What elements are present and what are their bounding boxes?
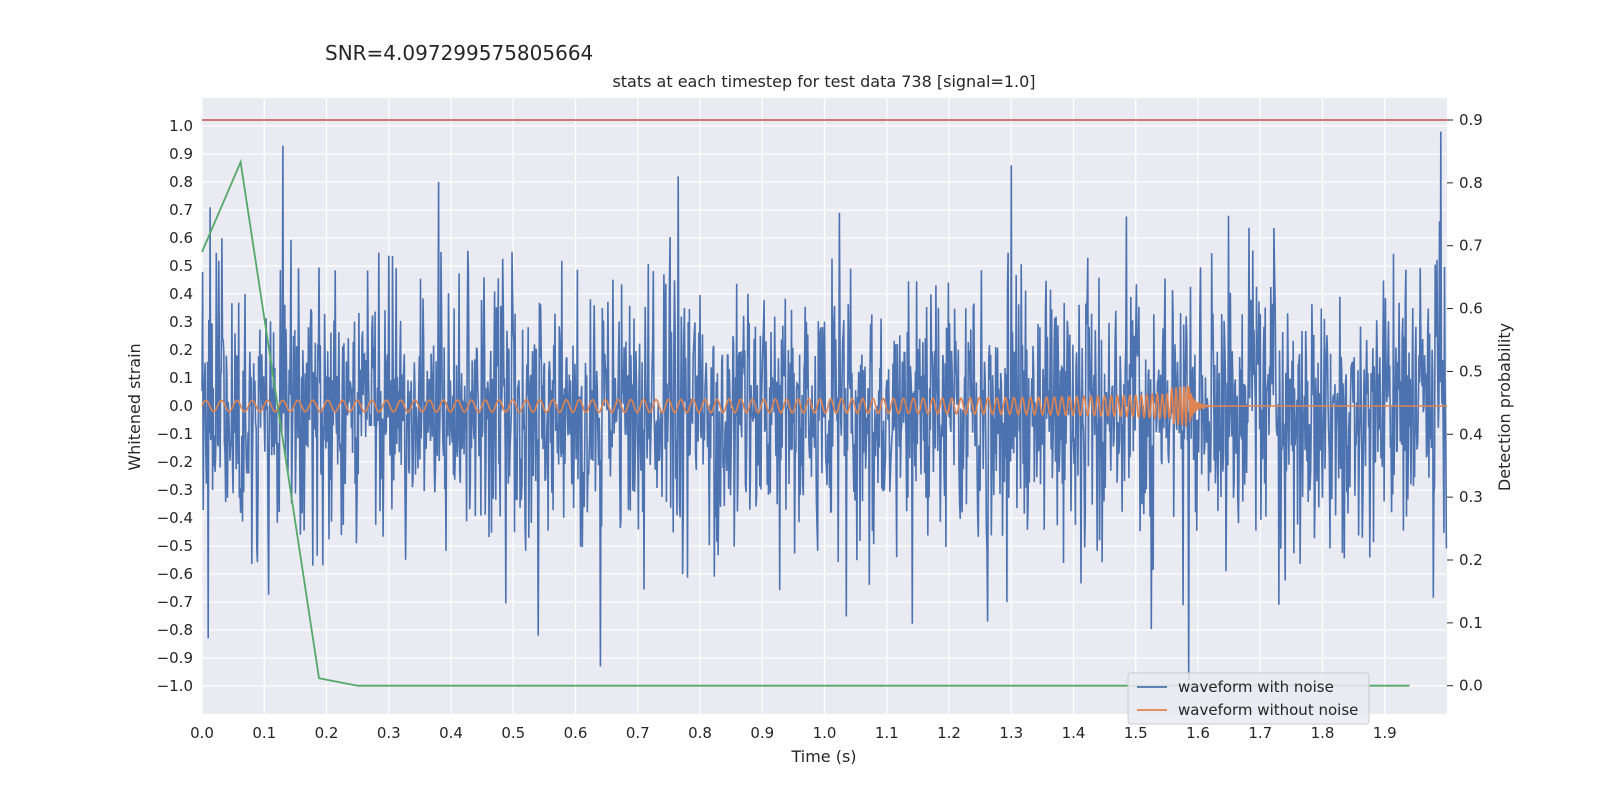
y-tick-label: −1.0 [157,677,193,695]
y-tick-label: −0.7 [157,593,193,611]
x-tick-label: 1.0 [813,724,837,742]
series-waveform-without-noise [201,385,1447,427]
x-tick-label: 0.2 [315,724,339,742]
x-tick-label: 0.1 [252,724,276,742]
y-tick-label: 0.7 [169,201,193,219]
y2-tick-label: 0.3 [1459,488,1483,506]
y-tick-label: 0.0 [169,397,193,415]
y-tick-label: 0.9 [169,145,193,163]
y2-axis-label: Detection probability [1495,323,1514,491]
x-tick-label: 0.5 [501,724,525,742]
x-axis-label: Time (s) [790,747,856,766]
y-tick-label: 0.6 [169,229,193,247]
x-tick-label: 1.5 [1124,724,1148,742]
series-detection-probability [201,158,1410,687]
y-tick-label: −0.5 [157,537,193,555]
x-tick-label: 0.0 [190,724,214,742]
y-tick-label: 0.4 [169,285,193,303]
y-tick-label: −0.2 [157,453,193,471]
x-tick-label: 1.4 [1062,724,1086,742]
legend-box [1127,672,1370,725]
snr-suptitle: SNR=4.097299575805664 [325,41,594,65]
y-tick-label: −0.1 [157,425,193,443]
x-tick-label: 0.9 [750,724,774,742]
x-tick-label: 1.3 [999,724,1023,742]
legend-label-noise: waveform with noise [1178,678,1334,696]
x-tick-label: 0.3 [377,724,401,742]
y-tick-label: 0.1 [169,369,193,387]
y-tick-label: 0.5 [169,257,193,275]
series-waveform-with-noise [201,131,1448,681]
y-tick-label: 0.2 [169,341,193,359]
y2-tick-label: 0.7 [1459,237,1483,255]
y2-tick-label: 0.6 [1459,300,1483,318]
y-tick-label: 0.8 [169,173,193,191]
x-tick-label: 0.8 [688,724,712,742]
y2-tick-label: 0.5 [1459,362,1483,380]
y2-tick-label: 0.0 [1459,677,1483,695]
y2-tick-label: 0.1 [1459,614,1483,632]
legend-label-clean: waveform without noise [1178,701,1358,719]
y-tick-label: −0.3 [157,481,193,499]
y2-tick-label: 0.2 [1459,551,1483,569]
y-tick-label: −0.8 [157,621,193,639]
x-tick-label: 0.4 [439,724,463,742]
y-axis-label: Whitened strain [125,343,144,470]
legend: waveform with noise waveform without noi… [1127,672,1370,725]
x-tick-label: 1.7 [1248,724,1272,742]
y2-tick-label: 0.9 [1459,111,1483,129]
x-tick-label: 1.9 [1373,724,1397,742]
y-tick-label: 0.3 [169,313,193,331]
y-tick-label: −0.9 [157,649,193,667]
x-tick-label: 0.7 [626,724,650,742]
y-tick-label: 1.0 [169,117,193,135]
y2-tick-label: 0.8 [1459,174,1483,192]
x-tick-label: 0.6 [564,724,588,742]
y-tick-label: −0.6 [157,565,193,583]
x-tick-label: 1.8 [1311,724,1335,742]
x-tick-label: 1.1 [875,724,899,742]
y-tick-label: −0.4 [157,509,193,527]
x-tick-label: 1.6 [1186,724,1210,742]
y2-tick-label: 0.4 [1459,425,1483,443]
x-tick-label: 1.2 [937,724,961,742]
chart-title: stats at each timestep for test data 738… [612,72,1035,91]
